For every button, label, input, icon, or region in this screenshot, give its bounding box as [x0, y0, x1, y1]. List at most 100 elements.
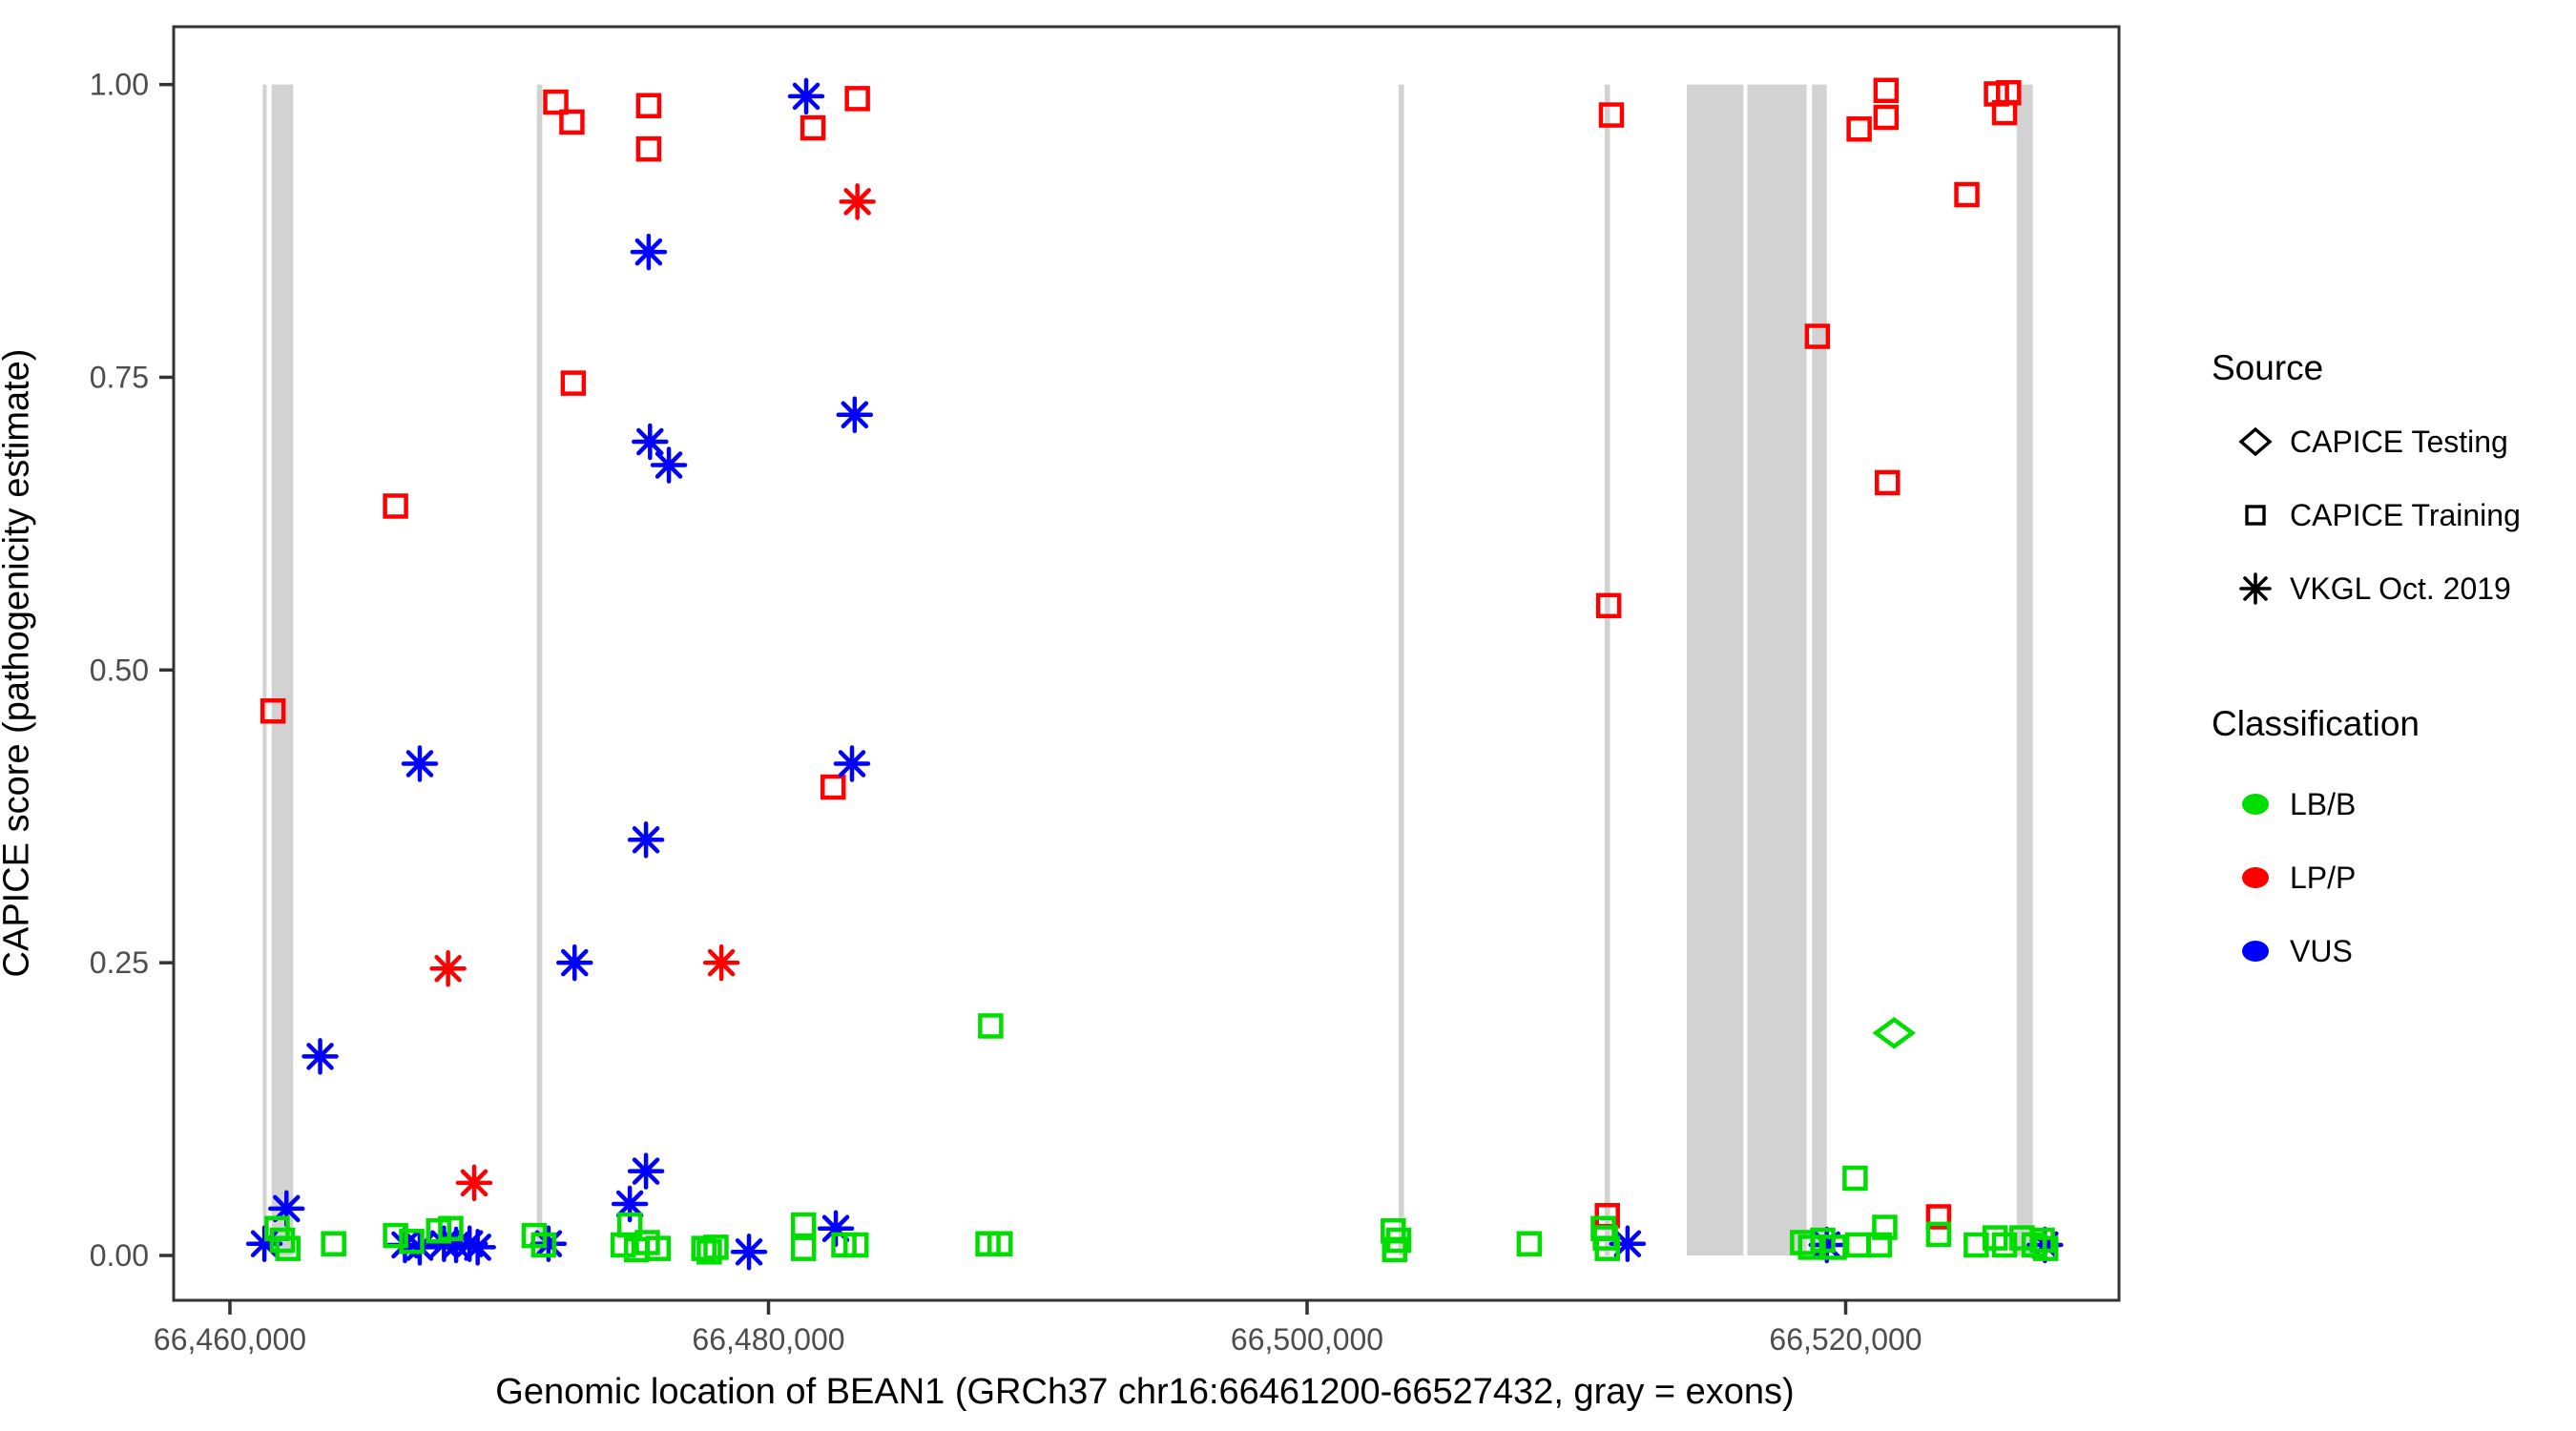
- data-point-square: [1844, 1232, 1871, 1258]
- data-point-square: [635, 135, 662, 162]
- data-point-square: [1991, 99, 2018, 126]
- legend-item: CAPICE Training: [2229, 488, 2521, 542]
- exon-band: [1747, 84, 1807, 1255]
- classification-dot-icon: [2242, 794, 2269, 815]
- data-point-asterisk: [627, 821, 665, 859]
- data-point-square: [1598, 102, 1625, 128]
- exon-band: [1604, 84, 1610, 1255]
- legend-item-label: LB/B: [2290, 786, 2357, 821]
- y-axis-title: CAPICE score (pathogenicity estimate): [0, 348, 37, 978]
- data-point-asterisk: [459, 1229, 496, 1266]
- data-point-asterisk: [1609, 1225, 1647, 1262]
- data-point-asterisk: [301, 1038, 339, 1075]
- data-point-asterisk: [702, 944, 740, 982]
- data-point-square: [1954, 181, 1980, 208]
- data-point-square: [1595, 592, 1622, 619]
- legend-item-label: LP/P: [2290, 860, 2357, 895]
- data-point-square: [321, 1231, 346, 1256]
- data-point-square: [1866, 1232, 1893, 1258]
- data-point-asterisk: [836, 396, 874, 433]
- legend-item: VUS: [2229, 924, 2353, 978]
- data-point-square: [1842, 1165, 1868, 1192]
- exon-band: [2016, 84, 2033, 1255]
- x-axis-title: Genomic location of BEAN1 (GRCh37 chr16:…: [495, 1372, 1795, 1412]
- data-point-square: [610, 1232, 636, 1258]
- data-point-square: [1846, 116, 1872, 142]
- legend-item: CAPICE Testing: [2229, 415, 2508, 468]
- x-tick-label: 66,500,000: [1231, 1322, 1383, 1357]
- data-point-square: [1381, 1236, 1407, 1263]
- data-point-square: [1991, 1232, 2018, 1258]
- legend-item-label: CAPICE Testing: [2290, 424, 2508, 459]
- exon-band: [1686, 84, 1744, 1255]
- data-point-square: [399, 1229, 425, 1255]
- data-point-asterisk: [839, 183, 876, 220]
- legend-item: VKGL Oct. 2019: [2229, 562, 2511, 615]
- data-point-asterisk: [627, 1152, 665, 1190]
- data-point-square: [2029, 1227, 2055, 1254]
- data-point-square: [978, 1013, 1004, 1039]
- data-point-square: [1873, 77, 1900, 104]
- data-point-square: [844, 86, 870, 112]
- data-point-square: [560, 370, 587, 396]
- legend-item-label: VUS: [2290, 933, 2353, 968]
- data-point-square: [1821, 1234, 1847, 1260]
- data-point-asterisk: [401, 745, 439, 782]
- data-point-square: [1804, 323, 1831, 349]
- legend-classification-title: Classification: [2212, 704, 2420, 743]
- data-point-square: [530, 1232, 557, 1258]
- legend-item-label: VKGL Oct. 2019: [2290, 570, 2511, 606]
- classification-dot-icon: [2242, 867, 2269, 888]
- y-tick-label: 0.50: [90, 653, 149, 687]
- data-point-square: [275, 1235, 301, 1261]
- classification-dot-icon: [2242, 941, 2269, 962]
- legend-item-label: CAPICE Training: [2290, 497, 2521, 532]
- exon-band: [262, 84, 267, 1255]
- data-point-square: [703, 1234, 729, 1260]
- data-point-square: [1516, 1231, 1543, 1256]
- data-point-asterisk: [1808, 1226, 1845, 1264]
- data-point-asterisk: [530, 1225, 568, 1262]
- data-point-asterisk: [630, 233, 668, 271]
- exon-band: [271, 84, 294, 1255]
- exon-band: [1398, 84, 1404, 1255]
- y-tick-label: 0.25: [90, 945, 149, 980]
- data-point-square: [1873, 104, 1900, 131]
- data-point-diamond: [1872, 1016, 1917, 1049]
- data-point-asterisk: [833, 745, 871, 782]
- data-point-asterisk: [556, 944, 593, 982]
- data-point-square: [438, 1215, 464, 1242]
- data-point-asterisk: [268, 1190, 305, 1228]
- exon-band: [1812, 84, 1827, 1255]
- data-point-asterisk: [611, 1185, 649, 1223]
- data-point-square: [1925, 1221, 1952, 1248]
- data-point-asterisk: [429, 950, 467, 987]
- data-point-square: [543, 89, 569, 115]
- data-point-square: [1875, 469, 1901, 496]
- capice-training-square-icon: [2245, 505, 2266, 526]
- y-tick-label: 1.00: [90, 68, 149, 102]
- data-point-square: [2032, 1235, 2059, 1261]
- data-point-asterisk: [450, 1225, 488, 1262]
- data-point-asterisk: [245, 1225, 283, 1262]
- data-point-square: [790, 1235, 817, 1261]
- y-tick-label: 0.00: [90, 1238, 149, 1273]
- data-point-square: [820, 774, 846, 800]
- data-point-square: [559, 109, 585, 135]
- data-point-square: [269, 1227, 296, 1254]
- data-point-square: [696, 1239, 722, 1265]
- data-point-square: [383, 493, 408, 519]
- x-tick-label: 66,480,000: [692, 1322, 844, 1357]
- plot-panel-border: [172, 25, 2121, 1302]
- data-point-asterisk: [650, 446, 688, 484]
- data-point-asterisk: [730, 1234, 768, 1271]
- data-point-asterisk: [787, 77, 825, 115]
- data-point-square: [260, 698, 286, 724]
- data-point-square: [1963, 1232, 1989, 1258]
- data-point-square: [1872, 1214, 1898, 1240]
- data-point-square: [1925, 1204, 1952, 1230]
- exon-band: [536, 84, 543, 1255]
- data-point-square: [987, 1231, 1013, 1256]
